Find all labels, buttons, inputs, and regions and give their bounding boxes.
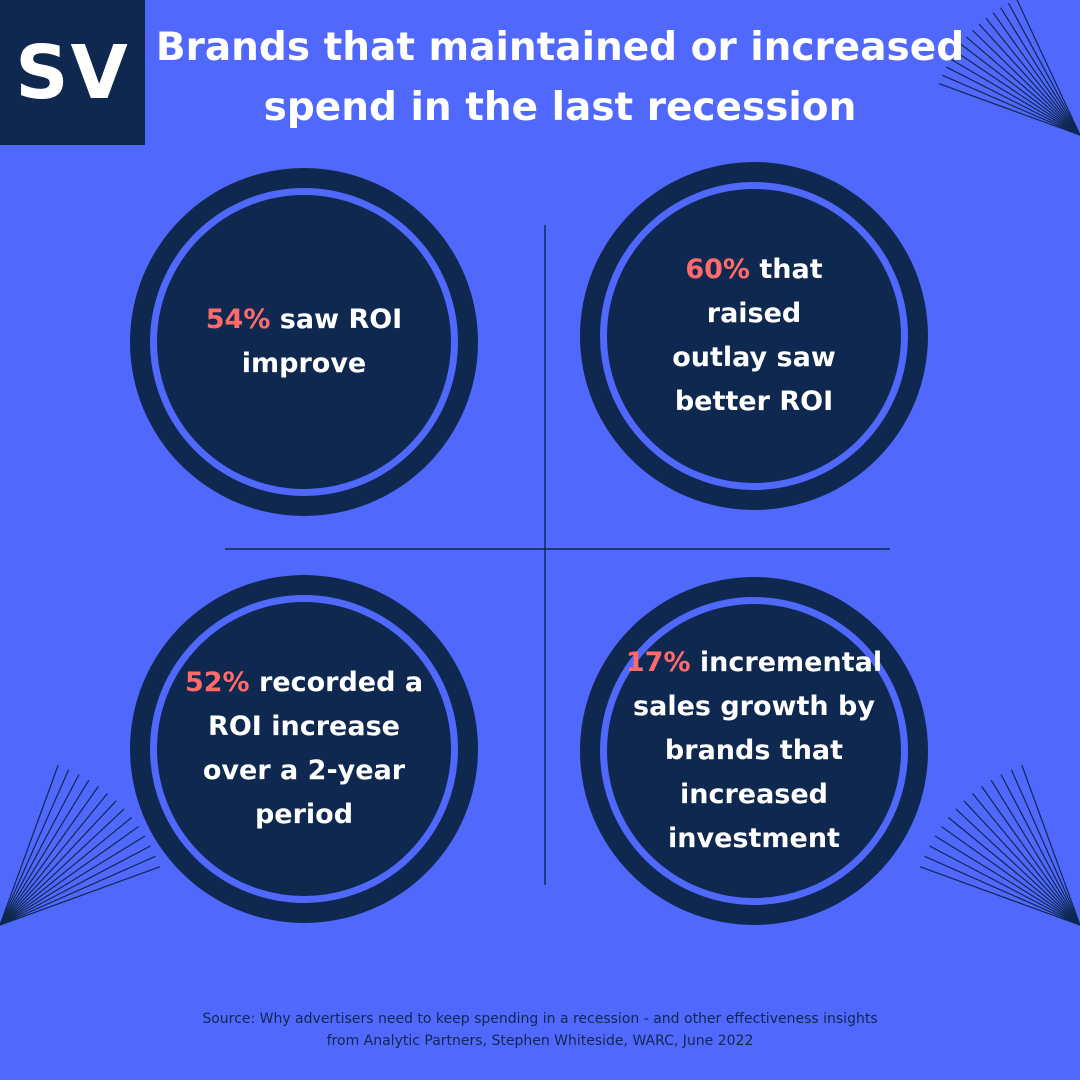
corner-ray [938,83,1080,136]
corner-ray [934,835,1080,926]
corner-ray [920,866,1080,926]
corner-ray [960,43,1080,136]
corner-rays-bottom-left [0,765,160,926]
stat-circle-ring: 60% that raised outlay saw better ROI [600,182,908,490]
corner-ray [0,845,151,926]
corner-ray [1007,2,1080,136]
corner-ray [978,23,1080,136]
corner-ray [0,817,133,926]
corner-ray [955,50,1080,136]
corner-ray [950,58,1080,136]
stat-description: that raised outlay saw better ROI [672,254,836,417]
corner-ray [0,800,117,926]
corner-ray [0,765,59,926]
stat-highlight: 17% [625,647,691,678]
corner-ray [0,866,160,926]
corner-rays-bottom-right [920,765,1080,926]
corner-ray [941,826,1080,926]
stat-text: 54% saw ROI improve [185,298,423,386]
stat-highlight: 54% [205,304,271,335]
corner-ray [929,845,1080,926]
corner-ray [972,792,1080,926]
corner-ray [990,779,1080,926]
source-citation: Source: Why advertisers need to keep spe… [90,1008,990,1052]
stat-description: incremental sales growth by brands that … [633,647,883,854]
corner-ray [0,808,125,926]
corner-ray [992,12,1080,136]
corner-ray [942,74,1080,136]
stat-circle-4: 17% incremental sales growth by brands t… [580,577,928,925]
corner-ray [947,817,1080,926]
source-line-1: Source: Why advertisers need to keep spe… [202,1011,878,1027]
corner-ray [1000,7,1080,136]
corner-ray [945,66,1080,136]
title-line-1: Brands that maintained or increased [155,25,965,70]
corner-rays-top-right [938,0,1080,136]
stat-description: recorded a ROI increase over a 2-year pe… [202,667,424,830]
stat-text: 17% incremental sales growth by brands t… [621,641,887,861]
stat-circle-ring: 17% incremental sales growth by brands t… [600,597,908,905]
corner-ray [0,835,146,926]
corner-ray [0,769,70,926]
stat-description: saw ROI improve [241,304,403,379]
stat-circle-3: 52% recorded a ROI increase over a 2-yea… [130,575,478,923]
source-line-2: from Analytic Partners, Stephen Whitesid… [326,1033,754,1049]
stat-text: 60% that raised outlay saw better ROI [667,248,841,424]
corner-ray [0,786,99,926]
stat-circle-1: 54% saw ROI improve [130,168,478,516]
logo-text: SV [15,29,130,116]
sv-logo: SV [0,0,145,145]
corner-ray [972,29,1080,136]
corner-ray [963,800,1080,926]
title-line-2: spend in the last recession [263,85,857,130]
corner-ray [0,826,139,926]
corner-ray [1016,0,1080,136]
stat-circle-2: 60% that raised outlay saw better ROI [580,162,928,510]
corner-ray [955,808,1080,926]
stat-highlight: 52% [184,667,250,698]
stat-circle-ring: 54% saw ROI improve [150,188,458,496]
stat-text: 52% recorded a ROI increase over a 2-yea… [179,661,429,837]
corner-ray [0,774,80,926]
stat-circle-ring: 52% recorded a ROI increase over a 2-yea… [150,595,458,903]
corner-ray [981,786,1080,926]
page-title: Brands that maintained or increased spen… [150,18,970,138]
corner-ray [1010,769,1080,926]
corner-ray [924,855,1080,926]
corner-ray [1000,774,1080,926]
corner-ray [985,17,1080,136]
corner-ray [966,36,1080,136]
corner-ray [0,792,108,926]
corner-ray [1021,765,1080,926]
corner-ray [0,855,156,926]
stat-highlight: 60% [685,254,750,285]
corner-ray [0,779,90,926]
